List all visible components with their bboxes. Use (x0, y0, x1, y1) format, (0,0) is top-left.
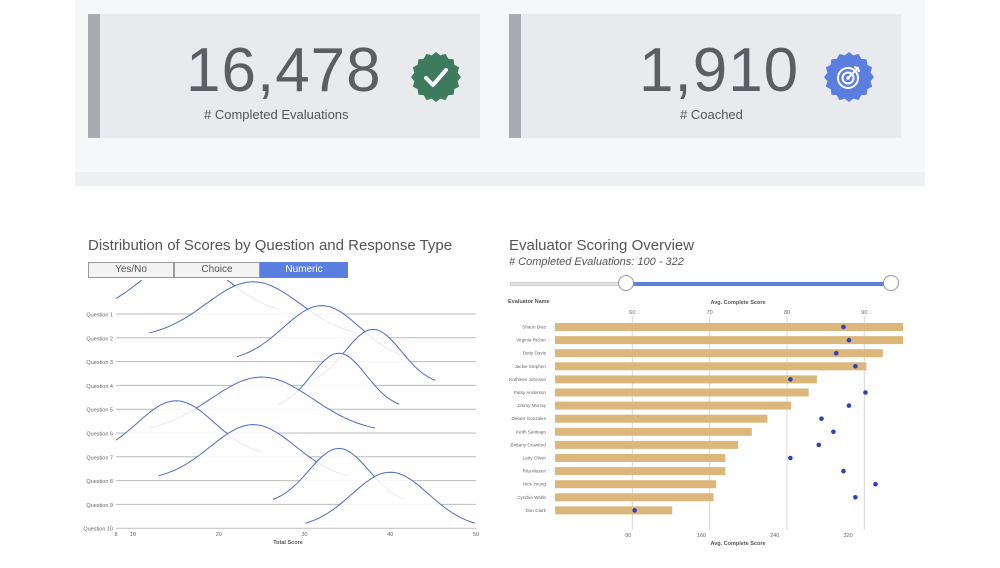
evaluator-name: Letty Oliver (523, 456, 547, 461)
evaluator-name: Jackie Stephen (515, 364, 547, 369)
toggle-numeric[interactable]: Numeric (260, 262, 348, 278)
evaluator-name: Kathleen Johnson (509, 377, 546, 382)
evaluator-name: Don Clark (526, 508, 547, 513)
evaluator-bar[interactable] (555, 401, 792, 410)
kpi-label: # Completed Evaluations (204, 107, 349, 122)
evaluator-bar[interactable] (555, 427, 752, 436)
x-tick-label: 8 (114, 532, 117, 538)
evaluator-name: Cynthia Webb (517, 495, 546, 500)
question-label: Question 9 (86, 503, 113, 509)
evaluator-bar[interactable] (555, 323, 903, 331)
avg-score-dot[interactable] (863, 390, 868, 395)
question-label: Question 1 (86, 313, 113, 319)
bottom-tick-label: 160 (697, 533, 706, 539)
evaluator-bar[interactable] (555, 480, 717, 489)
evaluator-chart-title: Evaluator Scoring Overview (509, 237, 695, 254)
avg-score-dot[interactable] (788, 455, 793, 461)
bottom-tick-label: 320 (843, 533, 852, 539)
bottom-tick-label: 80 (625, 533, 631, 539)
avg-score-dot[interactable] (816, 442, 822, 448)
avg-score-dot[interactable] (846, 337, 852, 343)
evaluator-name: Virginia Richer (516, 338, 546, 343)
x-tick-label: 40 (387, 532, 393, 538)
avg-score-dot[interactable] (853, 495, 858, 500)
x-tick-label: 50 (473, 532, 479, 538)
avg-score-dot[interactable] (788, 377, 793, 382)
question-label: Question 4 (86, 384, 113, 390)
question-label: Question 8 (86, 479, 113, 485)
row-header: Evaluator Name (508, 299, 550, 305)
evaluator-name: Debert Gonzales (512, 416, 547, 421)
kpi-label: # Coached (680, 107, 743, 122)
evaluator-bar[interactable] (555, 388, 809, 397)
range-slider-min-handle[interactable] (617, 275, 634, 291)
toggle-yes-no[interactable]: Yes/No (88, 262, 174, 278)
question-label: Question 6 (86, 432, 113, 438)
evaluator-name: Brittany Crawford (511, 442, 547, 447)
evaluator-bar-chart: Evaluator Name Avg. Complete Score 60 70 80 9… (508, 299, 903, 547)
evaluator-bar[interactable] (555, 414, 768, 423)
evaluator-name: Rita Mason (523, 469, 547, 474)
avg-score-dot[interactable] (831, 429, 836, 435)
bottom-axis-title: Avg. Complete Score (710, 541, 765, 547)
evaluator-bar[interactable] (555, 349, 883, 358)
question-label: Question 3 (86, 360, 113, 366)
evaluator-name: Betty Davis (523, 351, 547, 356)
avg-score-dot[interactable] (841, 468, 846, 474)
range-slider-max-handle[interactable] (883, 275, 900, 291)
evaluator-name: Shaun Diaz (522, 325, 546, 330)
question-label: Question 5 (86, 408, 113, 414)
x-tick-label: 30 (302, 532, 308, 538)
avg-score-dot[interactable] (819, 416, 824, 421)
evaluator-name: Patsy Anderson (514, 390, 547, 395)
evaluator-bar[interactable] (555, 336, 903, 345)
ridgeline-chart: Question 1 Question 2 Question 3 Question 4… (83, 280, 479, 546)
evaluator-name: Nick Young (523, 482, 546, 487)
kpi-value: 1,910 (639, 36, 800, 105)
evaluator-name: Jimmy Murray (517, 403, 547, 408)
kpi-coached: 1,910 # Coached (509, 14, 901, 138)
avg-score-dot[interactable] (632, 508, 637, 513)
kpi-value: 16,478 (186, 36, 382, 105)
evaluator-bar[interactable] (555, 467, 726, 476)
avg-score-dot[interactable] (853, 364, 858, 369)
evaluations-range-slider-fill (625, 282, 892, 286)
x-axis-title: Total Score (273, 540, 303, 546)
top-tick-label: 70 (707, 310, 713, 316)
evaluator-bar[interactable] (555, 375, 817, 384)
avg-score-dot[interactable] (846, 403, 852, 408)
question-label: Question 2 (86, 336, 113, 342)
top-axis-title: Avg. Complete Score (710, 300, 765, 306)
target-icon (824, 52, 874, 102)
kpi-completed-evaluations: 16,478 # Completed Evaluations (88, 14, 480, 138)
question-label: Question 7 (86, 455, 113, 461)
avg-score-dot[interactable] (873, 481, 878, 487)
evaluator-name: Keith Santiago (516, 429, 546, 434)
bottom-tick-label: 240 (770, 533, 779, 539)
top-tick-label: 80 (784, 310, 790, 316)
avg-score-dot[interactable] (833, 350, 839, 356)
dashboard-divider (75, 172, 925, 186)
top-tick-label: 60 (629, 310, 635, 316)
ridge-curve (158, 424, 348, 477)
distribution-chart-title: Distribution of Scores by Question and R… (88, 237, 453, 254)
check-icon (411, 52, 461, 102)
evaluator-bar[interactable] (555, 506, 673, 515)
top-tick-label: 90 (861, 310, 867, 316)
avg-score-dot[interactable] (841, 324, 846, 330)
question-label: Question 10 (83, 527, 113, 533)
toggle-choice[interactable]: Choice (174, 262, 260, 278)
evaluator-bar[interactable] (555, 454, 726, 462)
x-tick-label: 20 (216, 532, 222, 538)
x-tick-label: 10 (130, 532, 136, 538)
ridge-curve (305, 471, 476, 524)
evaluator-bar[interactable] (555, 362, 867, 371)
evaluator-bar[interactable] (555, 493, 714, 502)
evaluator-chart-subtitle: # Completed Evaluations: 100 - 322 (509, 256, 684, 268)
evaluator-bar[interactable] (555, 440, 739, 449)
